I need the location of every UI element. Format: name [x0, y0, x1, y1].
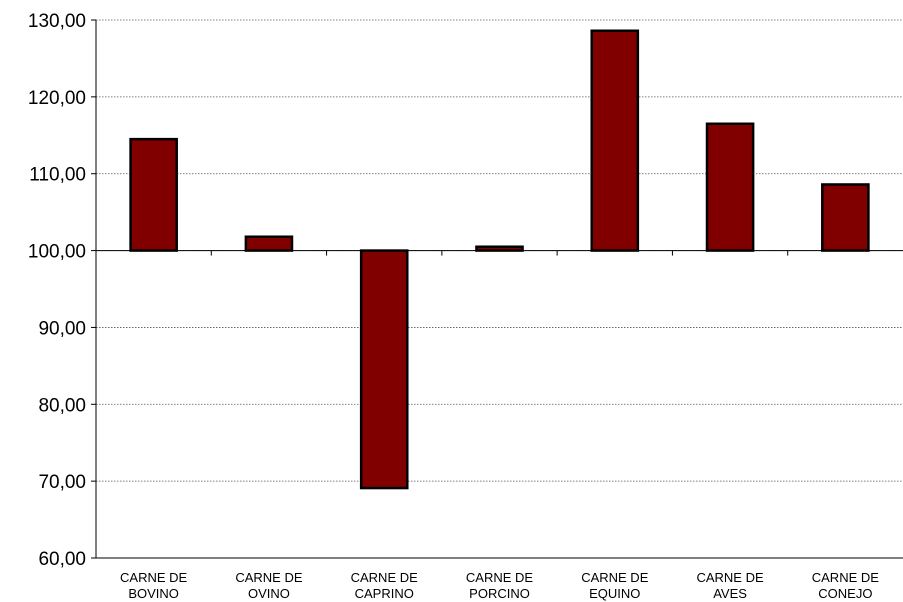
y-tick-label: 90,00	[38, 318, 86, 339]
bar	[821, 183, 870, 252]
bar	[359, 249, 409, 490]
bar	[590, 29, 640, 252]
bar	[705, 122, 755, 252]
x-category-label: CARNE DE CONEJO	[812, 570, 880, 601]
x-category-label: CARNE DE AVES	[696, 570, 764, 601]
y-tick-label: 130,00	[28, 11, 86, 32]
y-tick-label: 80,00	[38, 395, 86, 416]
bar	[475, 245, 524, 252]
x-category-label: CARNE DE EQUINO	[581, 570, 649, 601]
bar	[244, 235, 294, 252]
y-tick-label: 60,00	[38, 549, 86, 570]
y-tick-labels: 60,00 70,00 80,00 90,00 100,00 110,00 120,00 13…	[28, 11, 86, 570]
axes	[91, 19, 903, 559]
x-category-label: CARNE DE OVINO	[235, 570, 303, 601]
y-tick-label: 100,00	[28, 242, 86, 263]
y-tick-label: 110,00	[29, 165, 86, 186]
bar	[129, 137, 178, 252]
y-tick-label: 70,00	[38, 472, 86, 493]
x-category-label: CARNE DE PORCINO	[466, 570, 534, 601]
x-category-label: CARNE DE CAPRINO	[351, 570, 419, 601]
y-tick-label: 120,00	[28, 88, 86, 109]
x-category-labels: CARNE DE BOVINO CARNE DE OVINO CARNE DE CAPRI…	[120, 570, 879, 601]
bars	[129, 29, 870, 490]
x-category-label: CARNE DE BOVINO	[120, 570, 188, 601]
